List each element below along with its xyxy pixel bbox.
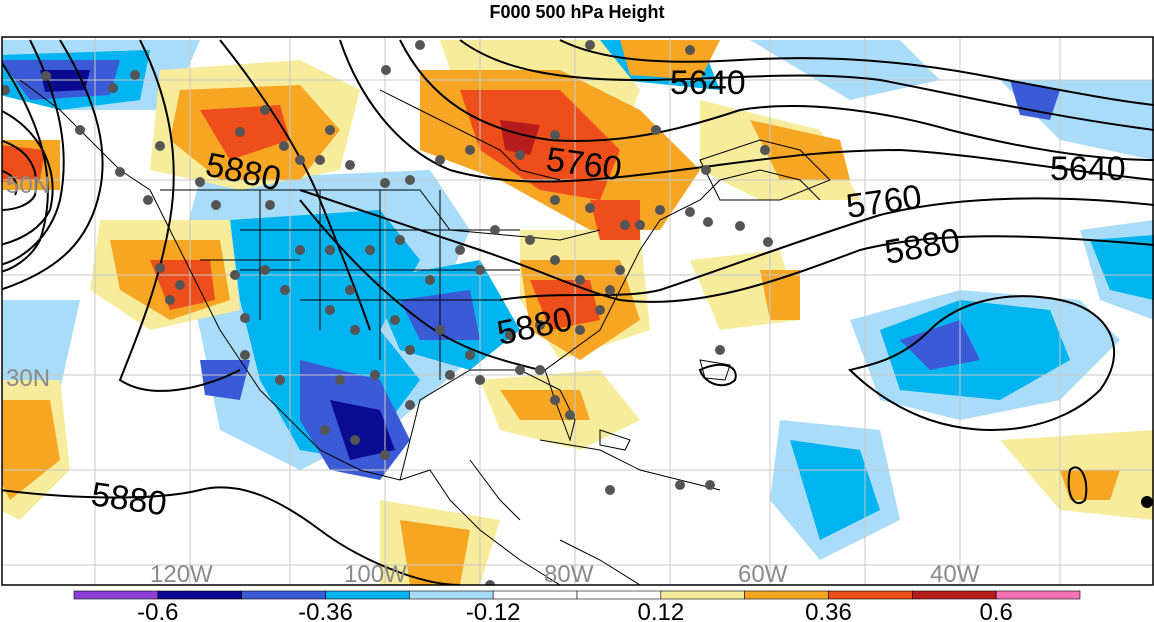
- lon-label-60w: 60W: [738, 561, 788, 588]
- contour-labels: 5640 5640 5760 5760 5880 5880 5880 5880: [89, 64, 1126, 523]
- colorbar-swatch: [995, 590, 1081, 600]
- colorbar-swatch: [744, 590, 829, 600]
- contour-label-5640-b: 5640: [1050, 150, 1126, 188]
- colorbar-tick-label: -0.12: [466, 599, 521, 622]
- colorbar-tick-label: 0.36: [805, 599, 852, 622]
- colorbar-swatch: [409, 590, 494, 600]
- colorbar-tick-label: -0.36: [298, 599, 353, 622]
- map-frame: [1, 36, 1154, 586]
- colorbar-tick-label: 0.12: [637, 599, 684, 622]
- colorbar-labels: -0.6 -0.36 -0.12 0.12 0.36 0.6: [137, 599, 1013, 622]
- colorbar-swatch: [492, 590, 578, 600]
- chart-title: F000 500 hPa Height: [489, 2, 665, 22]
- lon-label-120w: 120W: [150, 561, 213, 588]
- lat-label-30n: 30N: [6, 365, 50, 392]
- colorbar-swatch: [157, 590, 242, 600]
- lon-label-40w: 40W: [930, 561, 980, 588]
- lat-label-50n: 50N: [6, 172, 50, 199]
- colorbar-swatch: [828, 590, 913, 600]
- colorbar-swatch: [660, 590, 745, 600]
- contour-label-5640-a: 5640: [670, 64, 746, 102]
- colorbar-tick-label: -0.6: [137, 599, 178, 622]
- colorbar-swatch: [912, 590, 997, 600]
- station-markers: [2, 40, 773, 585]
- axis-labels: 50N 30N 120W 100W 80W 60W 40W: [6, 172, 980, 588]
- colorbar-swatch: [576, 590, 662, 600]
- colorbar-swatch: [325, 590, 410, 600]
- lon-label-100w: 100W: [344, 561, 407, 588]
- colorbar-swatch: [241, 590, 326, 600]
- colorbar-tick-label: 0.6: [979, 599, 1012, 622]
- colorbar-swatch: [73, 590, 159, 600]
- colorbar: [73, 590, 1081, 600]
- station-marker-edge: [1141, 496, 1153, 508]
- height-contours: [2, 39, 1154, 585]
- lon-label-80w: 80W: [544, 561, 594, 588]
